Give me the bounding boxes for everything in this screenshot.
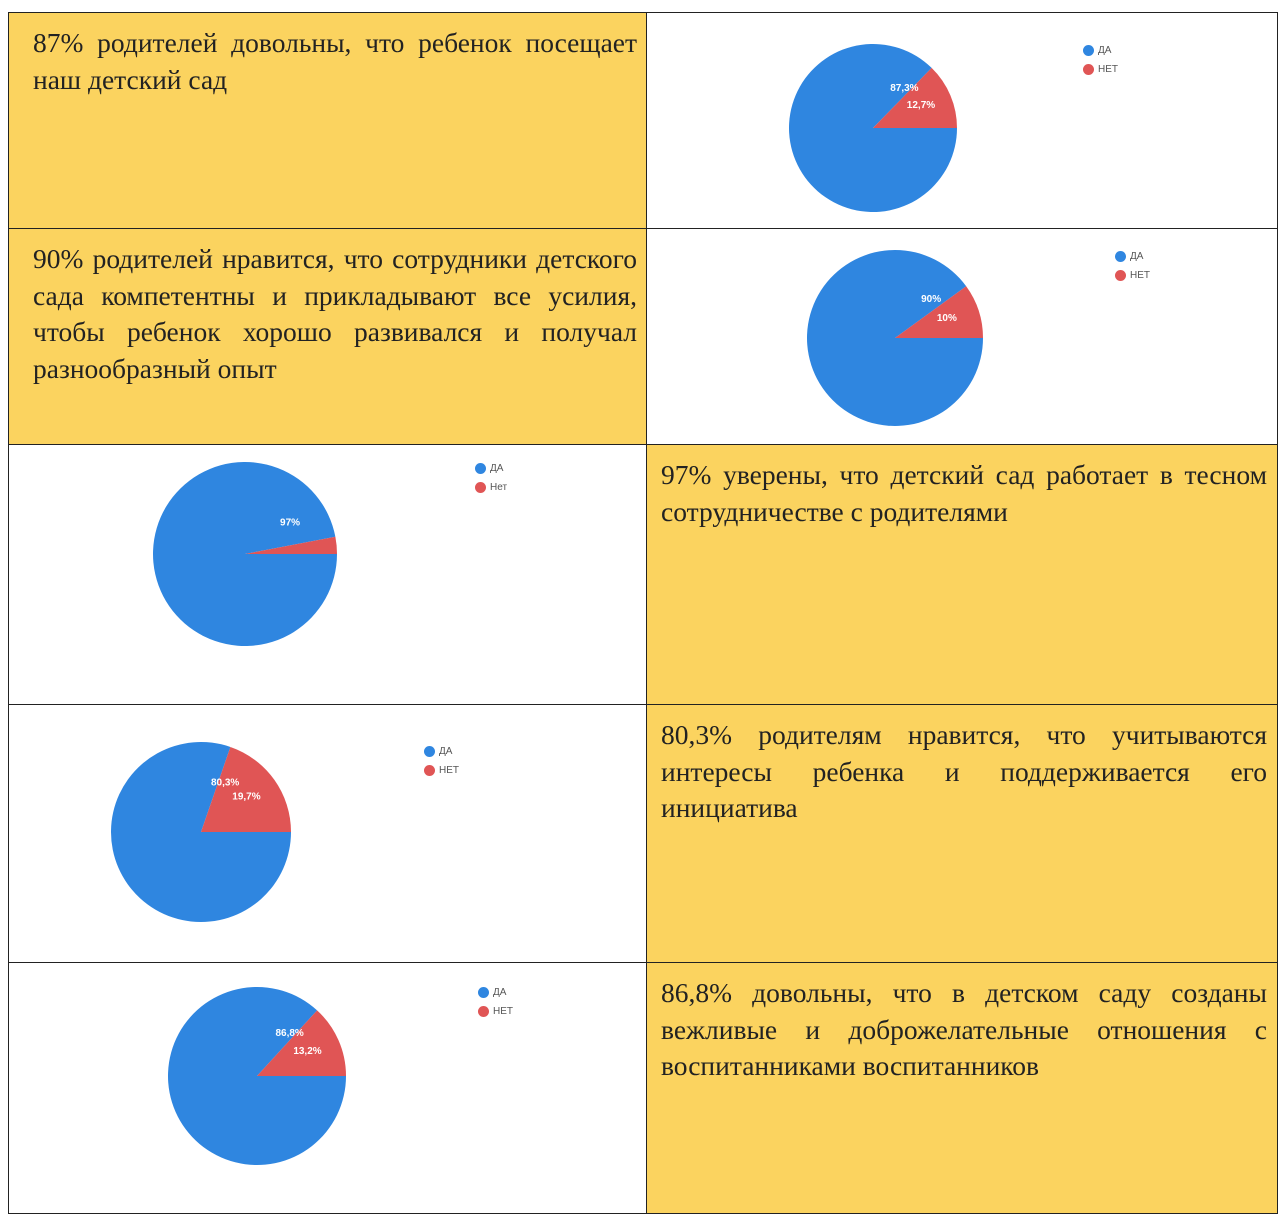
slice-label-yes: 90% <box>921 294 941 305</box>
pie-slice-no <box>895 286 983 338</box>
row-4-text: 80,3% родителям нравится, что учитываютс… <box>661 719 1267 823</box>
row-2-text-cell: 90% родителей нравится, что сотрудники д… <box>8 228 648 446</box>
legend-label: НЕТ <box>439 765 459 776</box>
legend-label: НЕТ <box>1098 64 1118 75</box>
pie-slice-yes <box>807 250 983 427</box>
legend-dot-icon <box>475 463 486 474</box>
pie-slice-no <box>201 746 291 832</box>
row-1-text-cell: 87% родителей довольны, что ребенок посе… <box>8 12 648 230</box>
legend-item: ДА <box>478 983 513 1002</box>
legend-dot-icon <box>1083 64 1094 75</box>
legend-label: ДА <box>1130 251 1144 262</box>
legend-item: Нет <box>475 478 507 497</box>
slice-label-no: 12,7% <box>907 100 935 111</box>
pie-slice-no <box>245 536 337 554</box>
slice-label-yes: 87,3% <box>890 83 918 94</box>
legend-dot-icon <box>424 765 435 776</box>
legend-label: НЕТ <box>493 1006 513 1017</box>
row-5-text: 86,8% довольны, что в детском саду созда… <box>661 977 1267 1081</box>
row-3-chart-cell: 97% ДА Нет <box>8 444 648 706</box>
legend-item: НЕТ <box>424 761 459 780</box>
chart-legend: ДА Нет <box>475 459 507 497</box>
row-4-text-cell: 80,3% родителям нравится, что учитываютс… <box>646 704 1278 964</box>
chart-legend: ДА НЕТ <box>478 983 513 1021</box>
legend-item: НЕТ <box>478 1002 513 1021</box>
legend-label: ДА <box>490 463 504 474</box>
row-3-text: 97% уверены, что детский сад работает в … <box>661 459 1267 527</box>
pie-chart-3: 97% <box>153 462 338 647</box>
pie-chart-4: 80,3% 19,7% <box>111 742 292 922</box>
legend-label: ДА <box>439 746 453 757</box>
legend-dot-icon <box>1083 45 1094 56</box>
slice-label-yes: 97% <box>280 517 300 528</box>
legend-item: НЕТ <box>1083 60 1118 79</box>
legend-dot-icon <box>1115 270 1126 281</box>
pie-slice-yes <box>167 987 346 1165</box>
slice-label-yes: 86,8% <box>275 1028 303 1039</box>
pie-chart-2: 90% 10% <box>807 250 983 427</box>
legend-dot-icon <box>478 1006 489 1017</box>
legend-item: ДА <box>1115 247 1150 266</box>
legend-item: ДА <box>1083 41 1118 60</box>
legend-dot-icon <box>478 987 489 998</box>
slice-label-no: 10% <box>937 313 957 324</box>
row-5-chart-cell: 86,8% 13,2% ДА НЕТ <box>8 962 648 1214</box>
row-1-text: 87% родителей довольны, что ребенок посе… <box>33 27 637 95</box>
pie-slice-yes <box>153 462 338 647</box>
row-2-text: 90% родителей нравится, что сотрудники д… <box>33 243 637 384</box>
pie-slice-no <box>257 1010 346 1076</box>
chart-legend: ДА НЕТ <box>1115 247 1150 285</box>
slice-label-no: 19,7% <box>232 792 260 803</box>
pie-slice-no <box>873 67 957 128</box>
row-1-chart-cell: 87,3% 12,7% ДА НЕТ <box>646 12 1278 230</box>
pie-slice-yes <box>789 43 957 212</box>
row-4-chart-cell: 80,3% 19,7% ДА НЕТ <box>8 704 648 964</box>
chart-legend: ДА НЕТ <box>1083 41 1118 79</box>
legend-label: Нет <box>490 482 508 493</box>
row-5-text-cell: 86,8% довольны, что в детском саду созда… <box>646 962 1278 1214</box>
legend-label: ДА <box>493 987 507 998</box>
legend-dot-icon <box>1115 251 1126 262</box>
legend-dot-icon <box>475 482 486 493</box>
legend-item: ДА <box>424 742 459 761</box>
legend-label: НЕТ <box>1130 270 1150 281</box>
legend-item: НЕТ <box>1115 266 1150 285</box>
row-2-chart-cell: 90% 10% ДА НЕТ <box>646 228 1278 446</box>
legend-item: ДА <box>475 459 507 478</box>
pie-chart-1: 87,3% 12,7% <box>789 43 957 212</box>
pie-chart-5: 86,8% 13,2% <box>167 987 346 1165</box>
chart-legend: ДА НЕТ <box>424 742 459 780</box>
legend-dot-icon <box>424 746 435 757</box>
row-3-text-cell: 97% уверены, что детский сад работает в … <box>646 444 1278 706</box>
slice-label-no: 13,2% <box>293 1046 321 1057</box>
legend-label: ДА <box>1098 45 1112 56</box>
slice-label-yes: 80,3% <box>211 778 239 789</box>
